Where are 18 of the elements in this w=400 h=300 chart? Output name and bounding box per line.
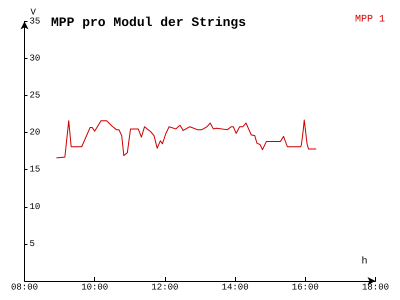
chart-title: MPP pro Modul der Strings [51, 15, 246, 30]
y-tick-label: 25 [30, 90, 40, 101]
x-tick-label: 12:00 [151, 282, 178, 292]
x-axis-title: h [362, 256, 368, 268]
line-series [56, 120, 317, 158]
x-tick-label: 16:00 [292, 282, 319, 292]
y-tick-label: 20 [30, 128, 40, 138]
y-axis-title: V [30, 8, 36, 18]
y-tick-label: 30 [30, 53, 40, 64]
text: MPP 1 [354, 14, 386, 26]
x-tick-label: 14:00 [222, 282, 249, 292]
y-tick-label: 10 [30, 202, 40, 212]
x-tick-label: 08:00 [10, 282, 38, 292]
y-tick-label: 5 [30, 238, 35, 249]
x-tick-label: 10:00 [81, 282, 108, 292]
x-tick-label: 18:00 [362, 282, 390, 292]
y-tick-label: 35 [30, 16, 40, 26]
y-tick-label: 15 [30, 164, 40, 175]
